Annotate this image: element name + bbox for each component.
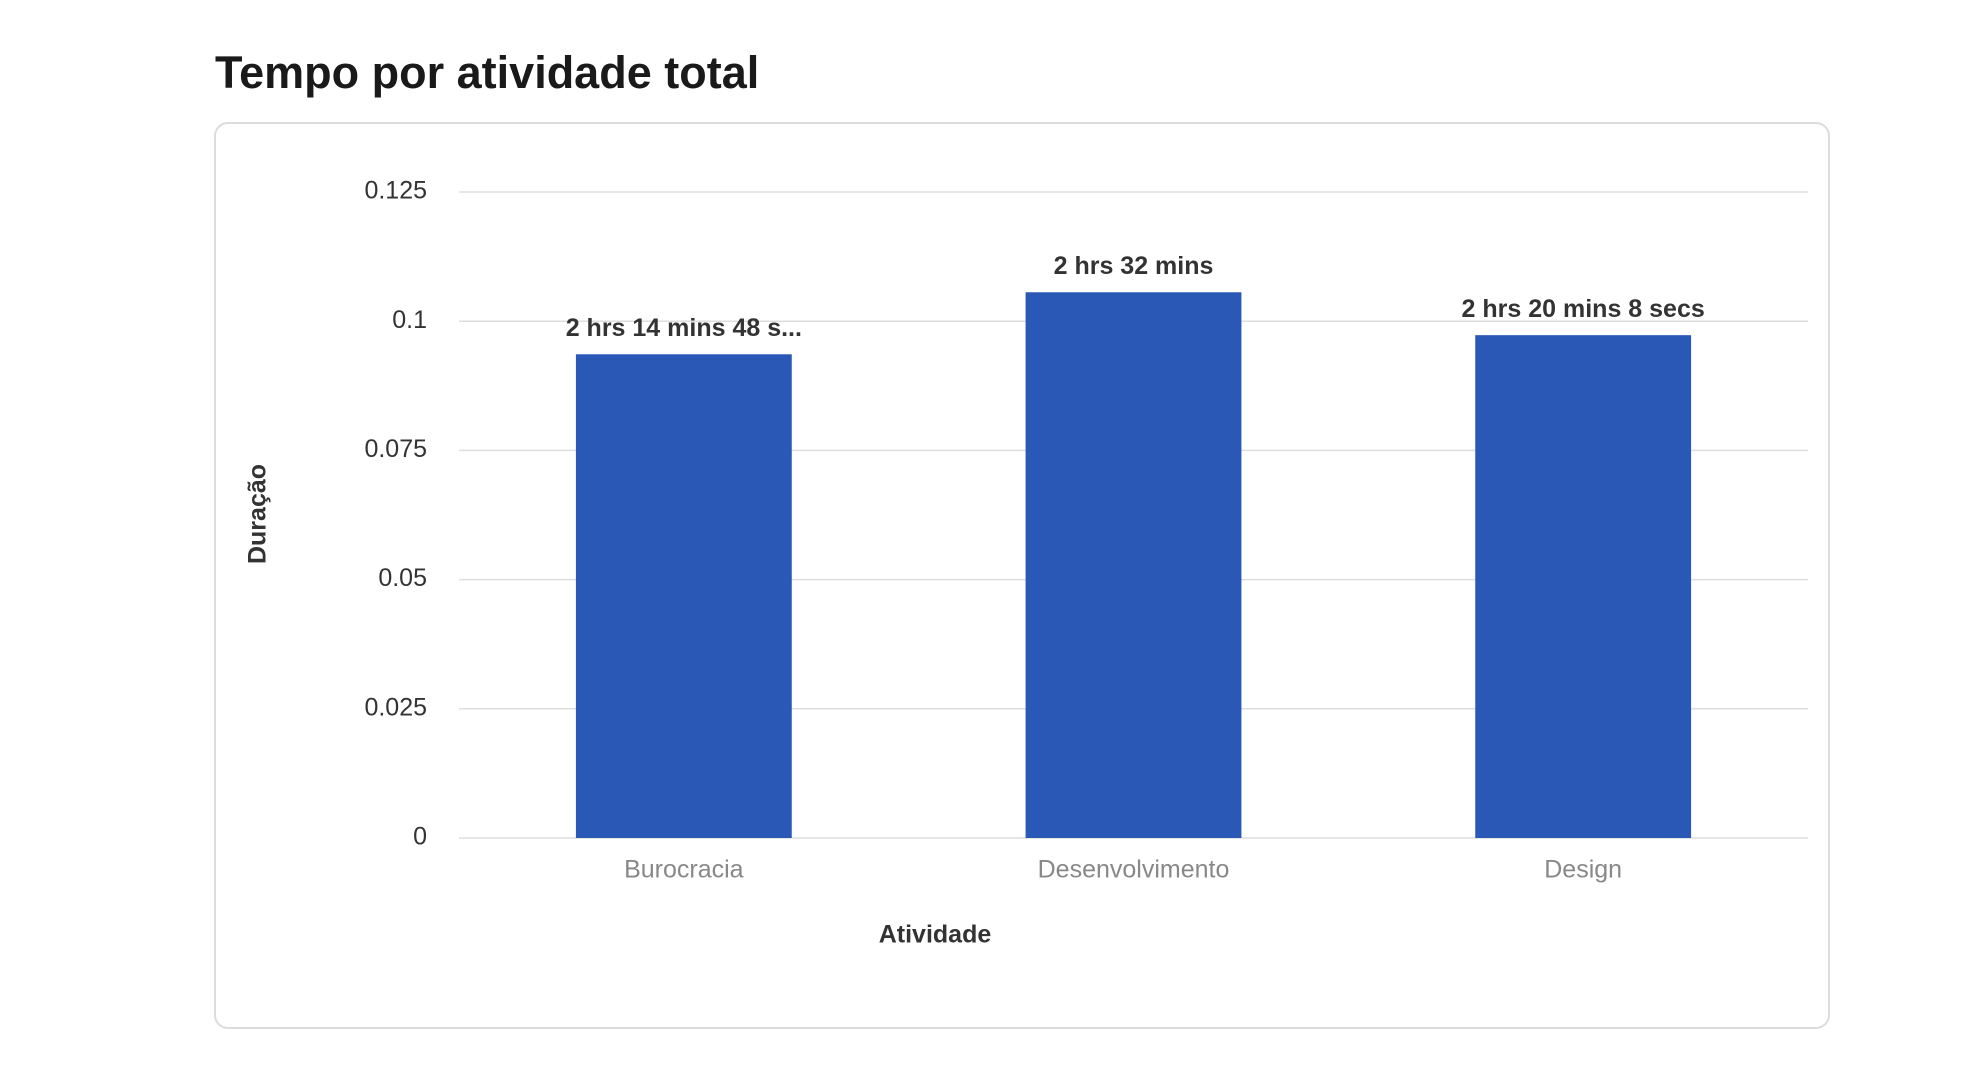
data-label: 2 hrs 32 mins xyxy=(1054,252,1214,280)
bar xyxy=(575,354,792,838)
y-axis-title: Duração xyxy=(244,464,272,564)
data-label: 2 hrs 14 mins 48 s... xyxy=(566,314,802,342)
y-tick-label: 0.125 xyxy=(364,177,427,205)
x-axis-title: Atividade xyxy=(879,921,992,949)
chart-title: Tempo por atividade total xyxy=(215,47,759,98)
y-tick-label: 0.075 xyxy=(364,435,427,463)
y-tick-label: 0.025 xyxy=(364,693,427,721)
y-tick-label: 0.05 xyxy=(378,564,427,592)
y-tick-label: 0.1 xyxy=(392,306,427,334)
x-tick-label: Burocracia xyxy=(624,856,744,884)
x-tick-label: Design xyxy=(1544,856,1622,884)
bar xyxy=(1025,292,1242,839)
y-tick-label: 0 xyxy=(413,823,427,851)
x-tick-label: Desenvolvimento xyxy=(1038,856,1230,884)
bar xyxy=(1475,335,1692,838)
data-label: 2 hrs 20 mins 8 secs xyxy=(1462,295,1705,323)
